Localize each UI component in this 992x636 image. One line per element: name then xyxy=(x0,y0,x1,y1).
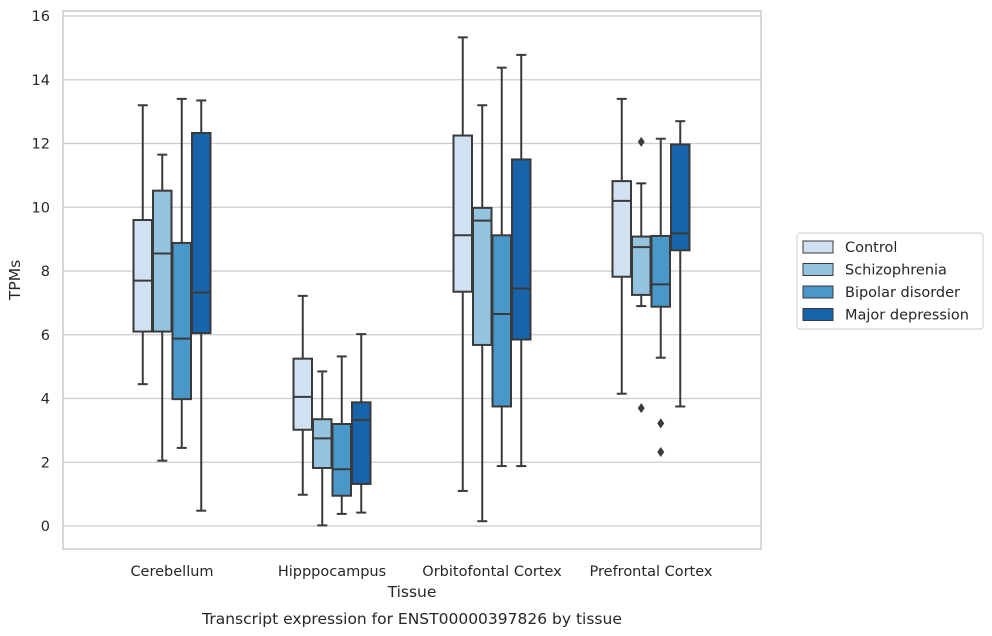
box-1-0 xyxy=(292,294,313,496)
y-tick-label-16: 16 xyxy=(32,9,50,25)
outlier-point-0 xyxy=(657,418,665,429)
legend: Control Schizophrenia Bipolar disorder Majo… xyxy=(796,232,984,330)
legend-label-3: Bipolar disorder xyxy=(845,285,960,301)
box-0-0 xyxy=(132,104,153,386)
y-tick-label-4: 4 xyxy=(41,392,50,408)
box-3-2 xyxy=(650,137,671,458)
box-1-1 xyxy=(312,370,333,527)
box-iqr xyxy=(631,235,652,296)
legend-label-4: Major depression xyxy=(845,308,969,324)
box-3-1 xyxy=(631,136,652,414)
legend-frame xyxy=(796,232,984,330)
box-iqr xyxy=(351,401,372,485)
box-3-3 xyxy=(670,120,691,408)
y-tick-label-14: 14 xyxy=(32,73,50,89)
box-2-2 xyxy=(491,66,512,468)
box-0-1 xyxy=(152,153,173,462)
outlier-point-1 xyxy=(637,403,645,414)
box-iqr xyxy=(132,219,153,333)
legend-swatch-2 xyxy=(802,263,834,276)
box-iqr xyxy=(670,143,691,252)
y-axis-title: TPMs xyxy=(6,260,24,301)
box-0-3 xyxy=(191,99,212,512)
legend-label-1: Control xyxy=(845,240,897,256)
legend-label-2: Schizophrenia xyxy=(845,263,947,279)
box-3-0 xyxy=(611,97,632,395)
box-iqr xyxy=(491,234,512,408)
x-tick-label-4: Prefrontal Cortex xyxy=(590,564,713,580)
box-iqr xyxy=(152,189,173,333)
x-axis-title: Tissue xyxy=(387,583,437,601)
outlier-point-0 xyxy=(637,136,645,147)
y-axis-tick-labels: 0 2 4 6 8 10 12 14 16 xyxy=(32,9,50,535)
y-tick-label-0: 0 xyxy=(41,519,50,535)
x-tick-label-2: Hipppocampus xyxy=(278,564,386,580)
y-tick-label-10: 10 xyxy=(32,200,50,216)
box-iqr xyxy=(292,357,313,431)
legend-swatch-4 xyxy=(802,308,834,321)
x-tick-label-1: Cerebellum xyxy=(130,564,213,580)
legend-swatch-1 xyxy=(802,240,834,254)
legend-swatch-3 xyxy=(802,285,834,299)
plot-area-frame xyxy=(62,10,762,550)
y-tick-label-2: 2 xyxy=(41,455,50,471)
box-iqr xyxy=(191,131,212,335)
box-plot-marks xyxy=(132,36,691,527)
box-iqr xyxy=(312,418,333,469)
y-tick-label-12: 12 xyxy=(32,137,50,153)
y-tick-label-8: 8 xyxy=(41,264,50,280)
y-tick-label-6: 6 xyxy=(41,328,50,344)
box-2-3 xyxy=(511,53,532,468)
box-iqr xyxy=(452,134,473,293)
box-1-2 xyxy=(331,355,352,515)
box-iqr xyxy=(611,180,632,278)
x-tick-label-3: Orbitofontal Cortex xyxy=(422,564,562,580)
box-iqr xyxy=(511,158,532,341)
x-axis-tick-labels: Cerebellum Hipppocampus Orbitofontal Corte… xyxy=(130,564,712,580)
box-0-2 xyxy=(171,97,192,449)
box-iqr xyxy=(650,234,671,308)
box-2-0 xyxy=(452,36,473,492)
box-2-1 xyxy=(472,104,493,523)
box-1-3 xyxy=(351,333,372,514)
chart-caption: Transcript expression for ENST0000039782… xyxy=(201,610,622,628)
box-iqr xyxy=(171,241,192,401)
box-iqr xyxy=(331,423,352,497)
outlier-point-1 xyxy=(657,447,665,458)
box-iqr xyxy=(472,206,493,346)
